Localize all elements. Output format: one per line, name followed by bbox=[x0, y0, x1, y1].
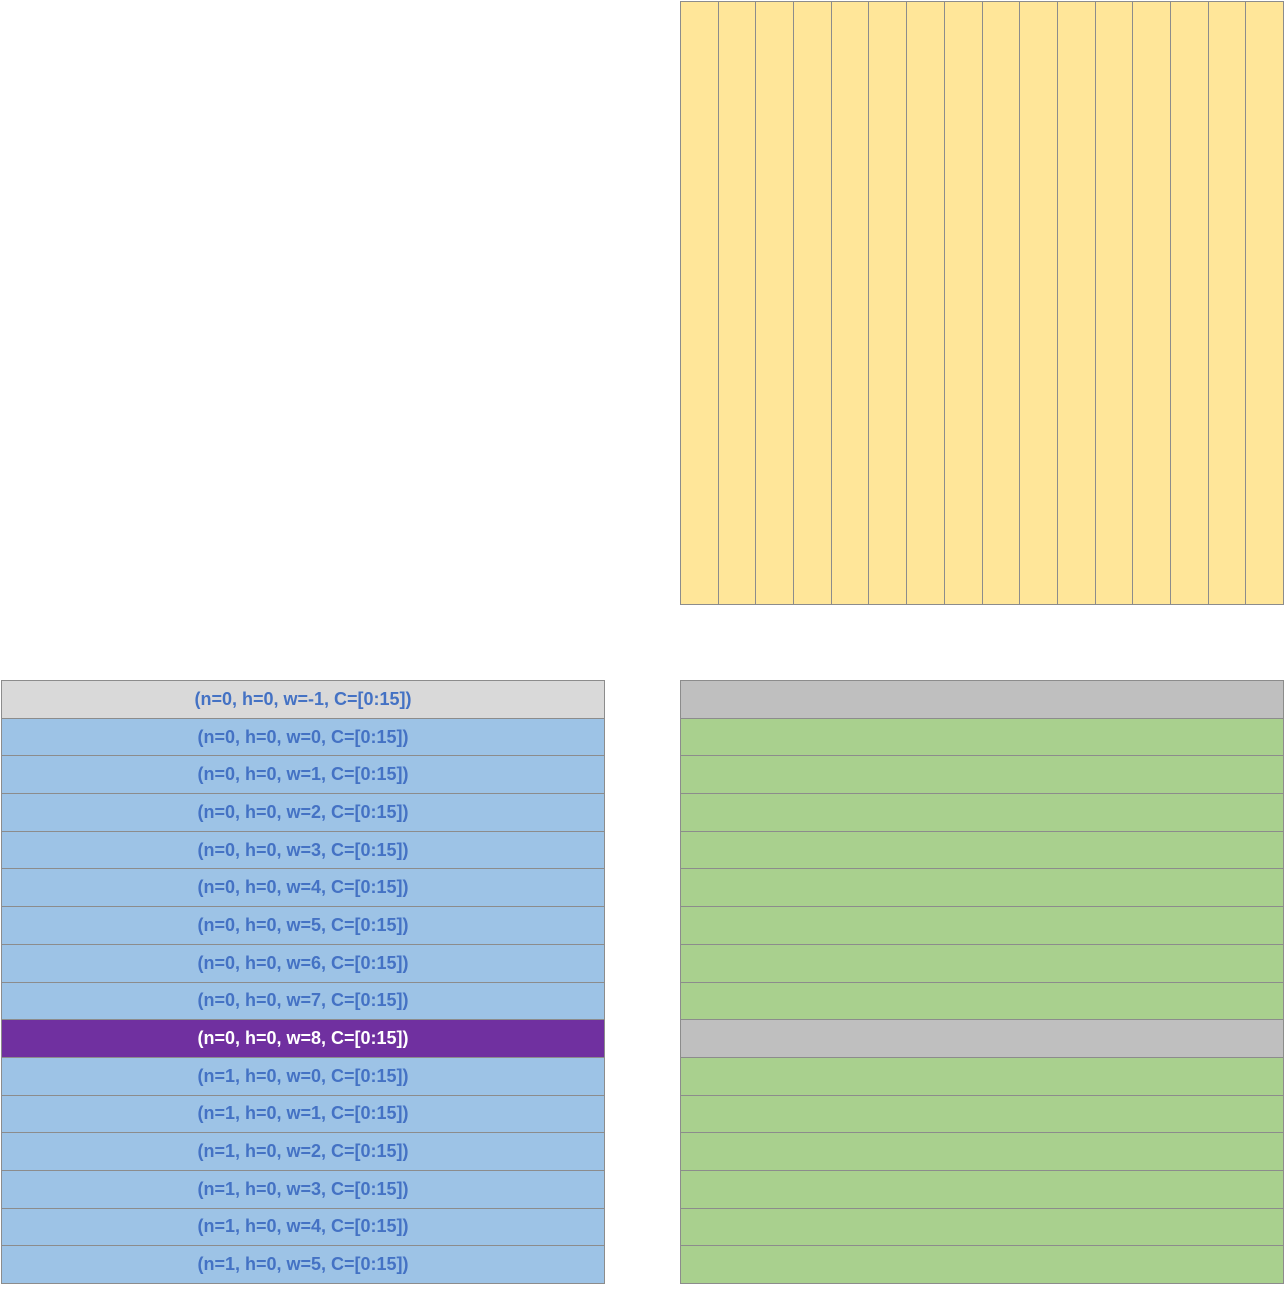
data-row: (n=1, h=0, w=2, C=[0:15]) bbox=[2, 1133, 604, 1171]
column-cell bbox=[756, 2, 795, 604]
data-strip bbox=[681, 718, 1283, 757]
data-strip bbox=[681, 756, 1283, 795]
data-row: (n=1, h=0, w=1, C=[0:15]) bbox=[2, 1095, 604, 1134]
highlighted-row: (n=0, h=0, w=8, C=[0:15]) bbox=[2, 1020, 604, 1058]
data-strip bbox=[681, 1133, 1283, 1171]
column-cell bbox=[831, 2, 870, 604]
column-grid bbox=[680, 1, 1284, 605]
data-strip bbox=[681, 1057, 1283, 1096]
data-row: (n=0, h=0, w=1, C=[0:15]) bbox=[2, 756, 604, 795]
data-row: (n=0, h=0, w=7, C=[0:15]) bbox=[2, 982, 604, 1021]
data-strip bbox=[681, 1170, 1283, 1209]
data-row: (n=0, h=0, w=2, C=[0:15]) bbox=[2, 794, 604, 832]
data-strip bbox=[681, 907, 1283, 945]
column-cell bbox=[681, 2, 719, 604]
data-strip bbox=[681, 1095, 1283, 1134]
padding-strip bbox=[681, 681, 1283, 719]
column-cell bbox=[1170, 2, 1209, 604]
data-strip bbox=[681, 944, 1283, 983]
data-strip bbox=[681, 1246, 1283, 1283]
data-row: (n=0, h=0, w=4, C=[0:15]) bbox=[2, 869, 604, 908]
data-strip bbox=[681, 869, 1283, 908]
column-cell bbox=[1095, 2, 1134, 604]
padding-row: (n=0, h=0, w=-1, C=[0:15]) bbox=[2, 681, 604, 719]
data-row: (n=0, h=0, w=0, C=[0:15]) bbox=[2, 718, 604, 757]
column-cell bbox=[907, 2, 945, 604]
data-strip bbox=[681, 982, 1283, 1021]
data-strip bbox=[681, 831, 1283, 870]
data-row: (n=0, h=0, w=6, C=[0:15]) bbox=[2, 944, 604, 983]
column-cell bbox=[869, 2, 908, 604]
data-row: (n=1, h=0, w=0, C=[0:15]) bbox=[2, 1057, 604, 1096]
data-row: (n=0, h=0, w=3, C=[0:15]) bbox=[2, 831, 604, 870]
labeled-row-stack: (n=0, h=0, w=-1, C=[0:15]) (n=0, h=0, w=0… bbox=[1, 680, 605, 1284]
data-row: (n=1, h=0, w=3, C=[0:15]) bbox=[2, 1170, 604, 1209]
strip-stack bbox=[680, 680, 1284, 1284]
padding-strip bbox=[681, 1020, 1283, 1058]
data-strip bbox=[681, 794, 1283, 832]
column-cell bbox=[794, 2, 832, 604]
column-cell bbox=[1133, 2, 1171, 604]
column-cell bbox=[1208, 2, 1247, 604]
column-cell bbox=[718, 2, 757, 604]
data-row: (n=1, h=0, w=5, C=[0:15]) bbox=[2, 1246, 604, 1283]
column-cell bbox=[1057, 2, 1096, 604]
column-cell bbox=[944, 2, 983, 604]
data-row: (n=0, h=0, w=5, C=[0:15]) bbox=[2, 907, 604, 945]
column-cell bbox=[982, 2, 1021, 604]
data-row: (n=1, h=0, w=4, C=[0:15]) bbox=[2, 1208, 604, 1247]
column-cell bbox=[1246, 2, 1283, 604]
column-cell bbox=[1020, 2, 1058, 604]
data-strip bbox=[681, 1208, 1283, 1247]
